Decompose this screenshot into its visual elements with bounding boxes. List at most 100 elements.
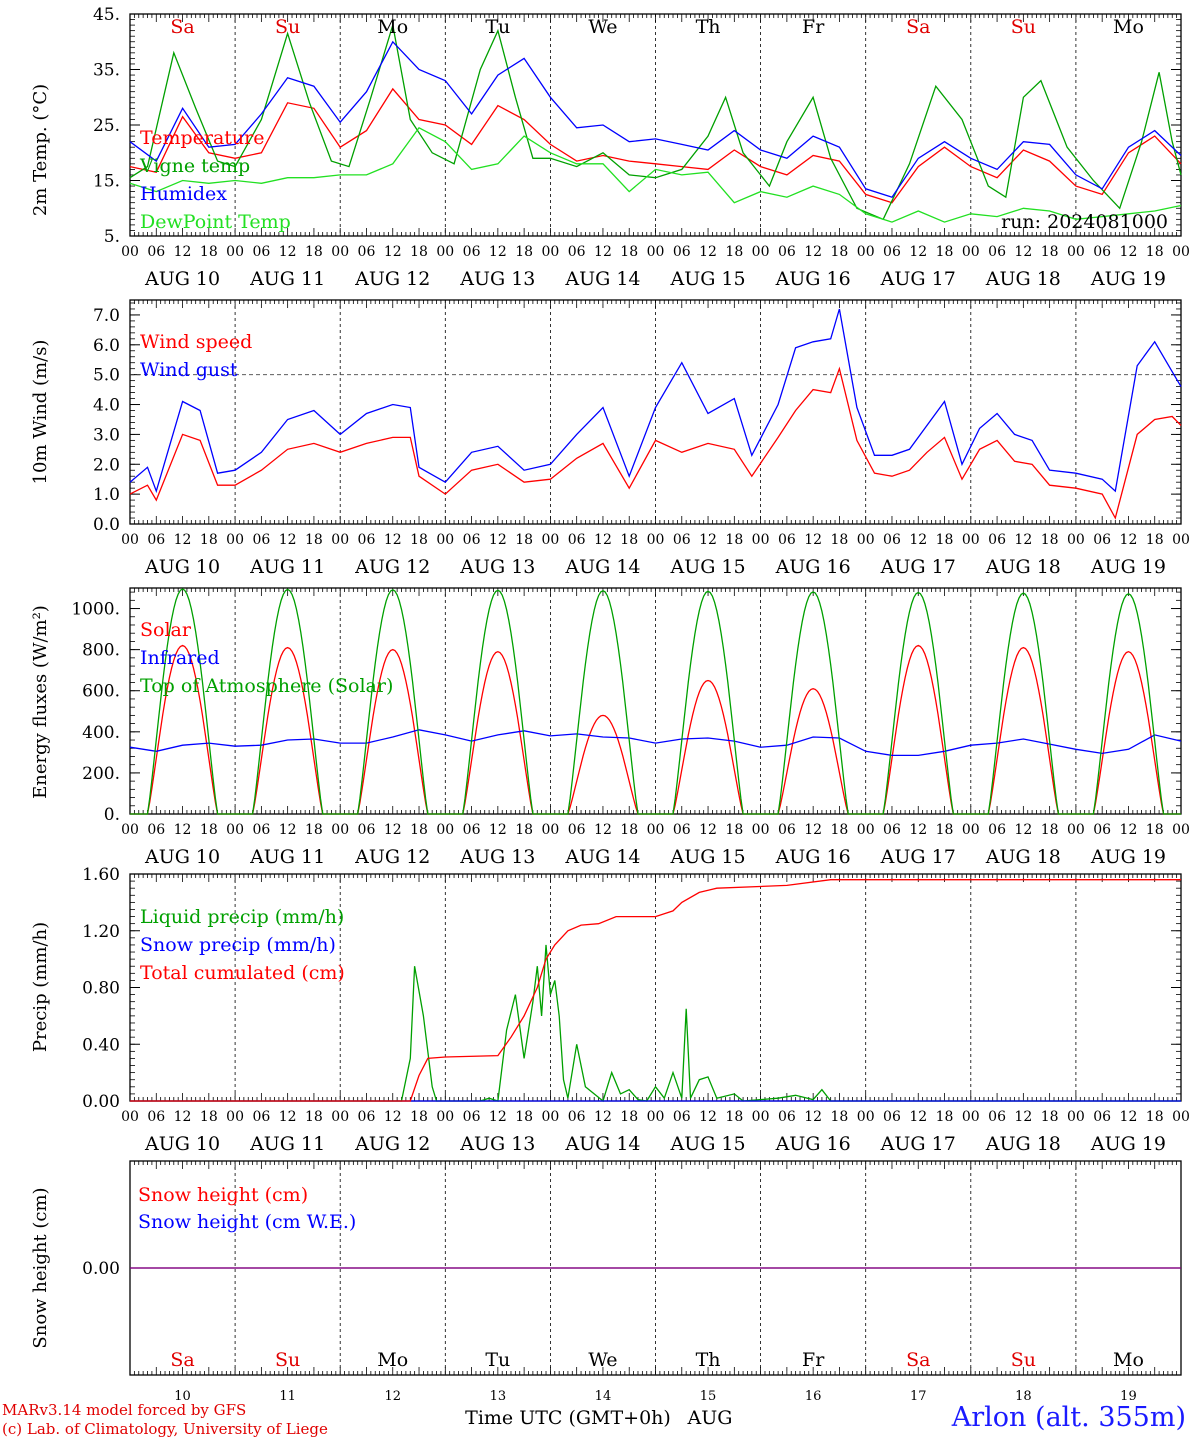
hour-label: 12 (1120, 1109, 1138, 1125)
hour-label: 12 (279, 822, 297, 838)
hour-label: 18 (936, 532, 954, 548)
y-axis-title: Energy fluxes (W/m²) (30, 605, 51, 799)
hour-label: 12 (489, 532, 507, 548)
hour-label: 06 (568, 822, 586, 838)
legend-entry: Wind gust (140, 359, 238, 381)
hour-label: 18 (305, 244, 323, 260)
hour-label: 18 (725, 822, 743, 838)
run-label: run: 2024081000 (1001, 211, 1168, 233)
weekday-label: Sa (906, 16, 930, 38)
series-line (129, 308, 1182, 494)
hour-label: 00 (331, 822, 349, 838)
date-label: AUG 14 (564, 556, 640, 578)
y-tick-label: 2.0 (93, 455, 120, 475)
date-label: AUG 10 (144, 268, 220, 290)
hour-label: 06 (147, 822, 165, 838)
y-tick-label: 6.0 (93, 336, 120, 356)
hour-label: 00 (647, 1109, 665, 1125)
weekday-label: Su (1011, 1349, 1036, 1371)
y-tick-label: 15. (93, 172, 120, 192)
hour-label: 18 (620, 1109, 638, 1125)
y-tick-label: 600. (82, 682, 120, 702)
date-label: AUG 17 (880, 1133, 956, 1155)
hour-label: 06 (883, 822, 901, 838)
date-label: AUG 13 (459, 268, 535, 290)
weekday-label: Su (275, 1349, 300, 1371)
hour-label: 00 (962, 822, 980, 838)
hour-label: 00 (752, 532, 770, 548)
hour-label: 18 (725, 1109, 743, 1125)
y-tick-label: 3.0 (93, 425, 120, 445)
y-tick-label: 0.0 (93, 515, 120, 535)
hour-label: 00 (962, 532, 980, 548)
hour-label: 18 (936, 244, 954, 260)
legend-entry: Top of Atmosphere (Solar) (140, 675, 393, 697)
hour-label: 00 (121, 532, 139, 548)
day-number: 14 (595, 1389, 612, 1404)
day-number: 13 (490, 1389, 507, 1404)
legend-entry: Temperature (140, 127, 264, 149)
hour-label: 00 (541, 244, 559, 260)
hour-label: 18 (620, 822, 638, 838)
weekday-label: Tu (485, 1349, 510, 1371)
date-label: AUG 14 (564, 846, 640, 868)
day-number: 18 (1015, 1389, 1032, 1404)
date-label: AUG 13 (459, 556, 535, 578)
y-tick-label: 0. (104, 805, 120, 825)
weekday-label: We (588, 1349, 617, 1371)
hour-label: 00 (1172, 822, 1190, 838)
hour-label: 12 (384, 1109, 402, 1125)
hour-label: 12 (174, 532, 192, 548)
y-tick-label: 400. (82, 723, 120, 743)
date-label: AUG 14 (564, 268, 640, 290)
hour-label: 06 (778, 1109, 796, 1125)
y-tick-label: 1.20 (82, 922, 120, 942)
hour-label: 06 (147, 532, 165, 548)
hour-label: 12 (699, 822, 717, 838)
weekday-label: Su (1011, 16, 1036, 38)
panel-2: 0.0 1.0 2.0 3.0 4.0 5.0 6.0 7.0 10m Wind (m/s) Wi… (30, 299, 1190, 578)
hour-label: 06 (358, 1109, 376, 1125)
weekday-label: Mo (377, 16, 408, 38)
hour-label: 12 (804, 1109, 822, 1125)
y-axis-title: Precip (mm/h) (30, 922, 51, 1052)
weekday-label: Sa (170, 16, 194, 38)
hour-label: 18 (1041, 822, 1059, 838)
panel-5: 0.00 Snow height (cm) Snow height (cm) Snow… (30, 1160, 1182, 1376)
hour-label: 00 (121, 822, 139, 838)
date-label: AUG 10 (144, 556, 220, 578)
hour-label: 00 (962, 244, 980, 260)
date-label: AUG 12 (354, 268, 430, 290)
y-axis-title: Snow height (cm) (30, 1187, 51, 1348)
hour-label: 06 (463, 822, 481, 838)
legend-entry: Snow height (cm W.E.) (138, 1211, 356, 1233)
date-label: AUG 11 (249, 556, 325, 578)
legend-entry: Snow height (cm) (138, 1184, 308, 1206)
hour-label: 00 (331, 1109, 349, 1125)
series-line (130, 879, 1181, 1102)
hour-label: 06 (463, 1109, 481, 1125)
hour-label: 18 (725, 532, 743, 548)
hour-label: 12 (699, 1109, 717, 1125)
date-label: AUG 11 (249, 268, 325, 290)
series-line (129, 87, 1182, 204)
day-number: 15 (700, 1389, 717, 1404)
weekday-label: Tu (485, 16, 510, 38)
hour-label: 06 (463, 532, 481, 548)
hour-label: 12 (699, 532, 717, 548)
hour-label: 12 (594, 1109, 612, 1125)
weekday-label: Mo (1113, 16, 1144, 38)
hour-label: 06 (988, 822, 1006, 838)
hour-label: 18 (831, 244, 849, 260)
date-label: AUG 19 (1090, 1133, 1166, 1155)
hour-label: 06 (147, 244, 165, 260)
y-tick-label: 0.00 (82, 1259, 120, 1279)
panel-4: 0.00 0.40 0.80 1.20 1.60 Precip (mm/h) Liquid … (30, 865, 1190, 1155)
hour-label: 18 (620, 532, 638, 548)
date-label: AUG 10 (144, 1133, 220, 1155)
hour-label: 00 (226, 532, 244, 548)
day-number: 10 (174, 1389, 191, 1404)
weekday-label: Fr (802, 1349, 825, 1371)
hour-label: 06 (252, 1109, 270, 1125)
